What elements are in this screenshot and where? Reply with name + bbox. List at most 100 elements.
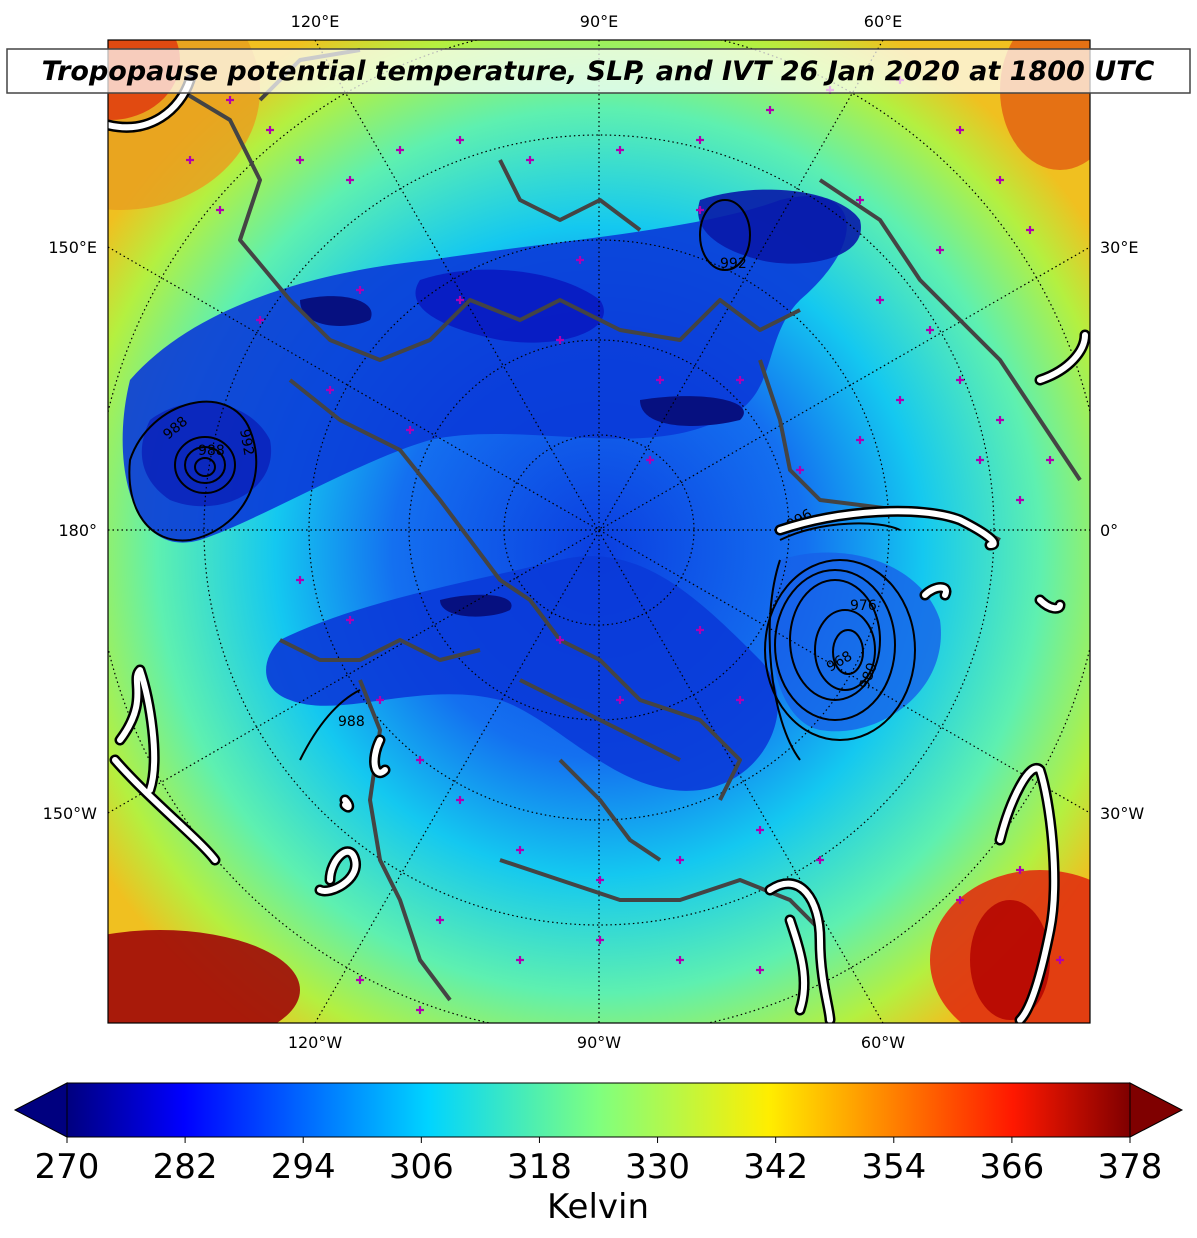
station-marker [596,876,604,884]
station-marker [766,106,774,114]
station-marker [736,696,744,704]
lon-label: 30°E [1100,238,1138,257]
colorbar-tick-label: 318 [507,1147,572,1187]
colorbar-tick-label: 282 [153,1147,218,1187]
station-marker [416,1006,424,1014]
ivt-contours [108,74,1090,1023]
bottom-longitude-labels: 120°W 90°W 60°W [288,1033,905,1052]
station-markers [186,76,1064,1014]
station-marker [416,756,424,764]
lon-label: 60°E [864,12,902,31]
station-marker [556,336,564,344]
station-marker [696,626,704,634]
station-marker [456,796,464,804]
colorbar-tick-label: 342 [743,1147,808,1187]
station-marker [406,426,414,434]
station-marker [956,126,964,134]
station-marker [556,636,564,644]
colorbar-tick-label: 330 [625,1147,690,1187]
station-marker [616,146,624,154]
station-marker [356,976,364,984]
lon-label: 150°W [43,804,98,823]
station-marker [996,176,1004,184]
station-marker [346,616,354,624]
station-marker [856,436,864,444]
station-marker [736,376,744,384]
station-marker [296,576,304,584]
station-marker [756,966,764,974]
lon-label: 60°W [861,1033,905,1052]
station-marker [396,146,404,154]
station-marker [296,156,304,164]
slp-label: 988 [338,714,365,730]
station-marker [436,916,444,924]
colorbar-tick-label: 378 [1098,1147,1163,1187]
station-marker [1026,226,1034,234]
station-marker [1016,496,1024,504]
station-marker [1056,956,1064,964]
station-marker [876,296,884,304]
station-marker [976,456,984,464]
slp-label: 976 [850,598,877,614]
station-marker [616,696,624,704]
map-frame [107,39,1091,1024]
station-marker [926,326,934,334]
lon-label: 90°W [577,1033,621,1052]
lon-label: 90°E [580,12,618,31]
station-marker [266,126,274,134]
slp-contours [128,199,916,761]
station-marker [576,256,584,264]
left-longitude-labels: 150°E 180° 150°W [43,238,98,823]
colorbar-tick-label: 306 [389,1147,454,1187]
slp-label: 992 [236,428,256,457]
station-marker [216,206,224,214]
colorbar-extend-low [13,1082,68,1138]
station-marker [676,856,684,864]
station-marker [526,156,534,164]
map-title: Tropopause potential temperature, SLP, a… [42,56,1155,87]
title-box: Tropopause potential temperature, SLP, a… [6,48,1191,94]
lon-label: 0° [1100,521,1118,540]
station-marker [996,416,1004,424]
colorbar-extend-high [1129,1082,1184,1138]
lon-label: 150°E [48,238,97,257]
station-marker [956,896,964,904]
station-marker [816,856,824,864]
lon-label: 30°W [1100,804,1144,823]
station-marker [456,296,464,304]
colorbar-tick-label: 366 [979,1147,1044,1187]
station-marker [676,956,684,964]
station-marker [756,826,764,834]
station-marker [596,936,604,944]
station-marker [956,376,964,384]
station-marker [376,696,384,704]
station-marker [326,386,334,394]
top-longitude-labels: 120°E 90°E 60°E [291,12,903,31]
map-panel: 988 992 988 992 976 968 980 996 988 [108,40,1090,1023]
station-marker [796,466,804,474]
station-marker [516,846,524,854]
station-marker [256,316,264,324]
colorbar-tick-label: 294 [271,1147,336,1187]
colorbar-body [66,1082,1131,1138]
colorbar: 270 282 294 306 318 330 342 354 366 378 Kelvin [13,1082,1184,1227]
station-marker [896,396,904,404]
station-marker [456,136,464,144]
lon-label: 120°E [291,12,340,31]
right-longitude-labels: 30°E 0° 30°W [1100,238,1144,823]
station-marker [226,96,234,104]
station-marker [1016,866,1024,874]
station-marker [656,376,664,384]
station-marker [696,136,704,144]
colorbar-ticks: 270 282 294 306 318 330 342 354 366 378 [35,1137,1163,1187]
station-marker [646,456,654,464]
slp-label: 988 [198,443,225,459]
colorbar-label: Kelvin [547,1187,649,1227]
colorbar-tick-label: 354 [861,1147,926,1187]
lon-label: 120°W [288,1033,343,1052]
station-marker [356,286,364,294]
station-marker [516,956,524,964]
station-marker [186,156,194,164]
station-marker [1046,456,1054,464]
